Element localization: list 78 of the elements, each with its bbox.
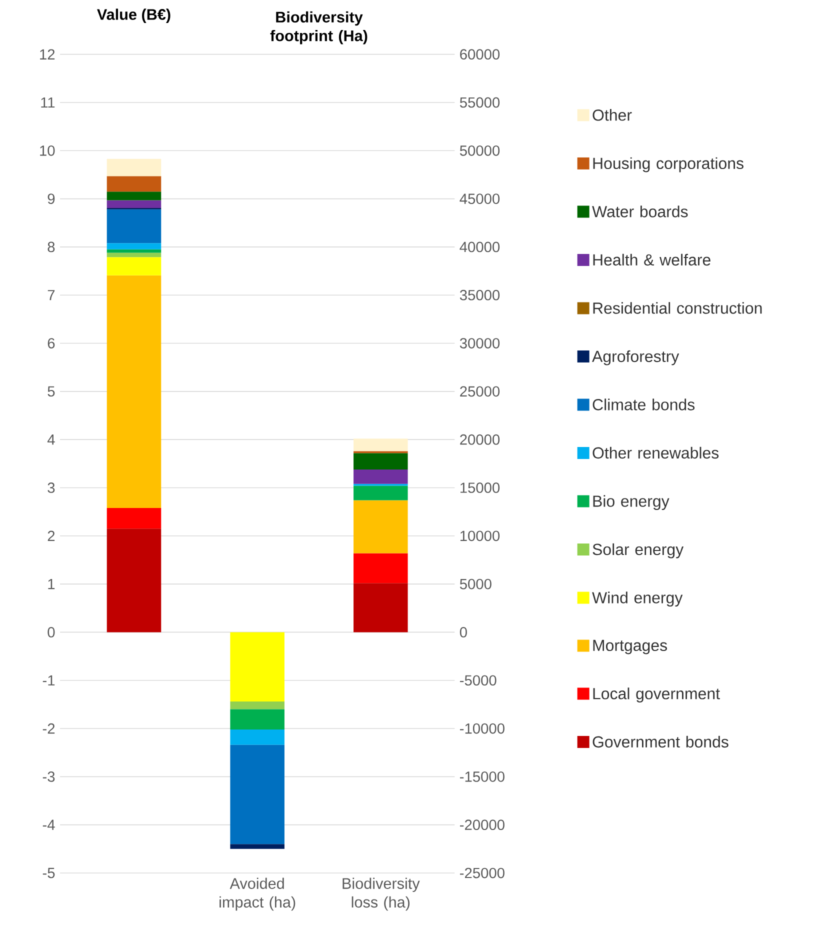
y2-tick-label: -25000 bbox=[460, 868, 504, 878]
legend-label: Housing corporations bbox=[593, 157, 744, 172]
legend-label: Water boards bbox=[592, 206, 688, 218]
y-tick-label: 6 bbox=[48, 338, 55, 348]
bar bbox=[354, 438, 408, 452]
legend-label: Agroforestry bbox=[592, 350, 680, 366]
y2-tick-label: -5000 bbox=[460, 675, 496, 686]
bar bbox=[106, 200, 162, 208]
y2-tick-label: 30000 bbox=[460, 338, 500, 348]
y-tick-label: 5 bbox=[48, 386, 55, 397]
bar bbox=[230, 844, 284, 849]
legend-label: Health & welfare bbox=[593, 254, 710, 266]
legend-label: Other bbox=[592, 109, 632, 121]
bar bbox=[106, 257, 162, 276]
bar bbox=[230, 709, 284, 730]
legend-label: Other renewables bbox=[592, 446, 719, 459]
bar bbox=[230, 632, 284, 702]
y2-tick-label: -15000 bbox=[460, 772, 504, 782]
y2-tick-label: 10000 bbox=[460, 530, 500, 542]
bar bbox=[106, 209, 162, 244]
y-tick-label: 0 bbox=[48, 627, 55, 638]
bar bbox=[354, 453, 408, 470]
y2-tick-label: 5000 bbox=[460, 578, 492, 590]
y2-tick-label: -10000 bbox=[460, 723, 504, 734]
legend-label: Bio energy bbox=[593, 495, 670, 510]
y2-tick-label: -20000 bbox=[460, 820, 504, 830]
bar bbox=[354, 469, 408, 484]
legend-label: Mortgages bbox=[593, 640, 667, 654]
legend-label: Local government bbox=[593, 688, 720, 702]
bar bbox=[106, 158, 162, 176]
bar bbox=[230, 702, 284, 710]
y2-axis-title: Biodiversity footprint (Ha) bbox=[270, 11, 368, 44]
y2-tick-label: 40000 bbox=[460, 242, 500, 252]
y-tick-label: 8 bbox=[48, 242, 55, 252]
y-tick-label: -2 bbox=[42, 723, 55, 734]
bar bbox=[354, 486, 408, 500]
y2-tick-label: 15000 bbox=[460, 482, 500, 493]
y-tick-label: 1 bbox=[48, 579, 55, 590]
bar bbox=[106, 508, 162, 529]
y2-tick-label: 50000 bbox=[460, 145, 500, 156]
bar bbox=[354, 500, 408, 554]
bar bbox=[354, 583, 408, 632]
y-tick-label: -4 bbox=[42, 820, 55, 830]
y2-tick-label: 55000 bbox=[460, 97, 500, 108]
y2-tick-label: 35000 bbox=[460, 290, 500, 300]
legend-label: Residential construction bbox=[593, 302, 762, 314]
y-tick-label: 10 bbox=[40, 145, 55, 156]
y2-tick-label: 60000 bbox=[460, 49, 500, 60]
y-tick-label: 7 bbox=[48, 290, 55, 300]
y2-tick-label: 0 bbox=[460, 627, 467, 638]
legend-label: Government bonds bbox=[592, 736, 728, 748]
y-tick-label: 11 bbox=[41, 97, 55, 108]
y-tick-label: 12 bbox=[40, 49, 55, 60]
y-axis-title: Value (B€) bbox=[97, 8, 170, 23]
bar bbox=[106, 528, 162, 632]
y-tick-label: 3 bbox=[48, 482, 55, 493]
legend-label: Wind energy bbox=[592, 592, 683, 607]
bar bbox=[354, 553, 408, 584]
legend-label: Climate bonds bbox=[592, 398, 695, 410]
bar bbox=[106, 192, 162, 200]
y2-tick-label: 25000 bbox=[460, 386, 500, 397]
y-tick-label: 4 bbox=[47, 434, 55, 445]
bar bbox=[230, 744, 284, 844]
y-tick-label: -1 bbox=[42, 675, 55, 686]
x-tick-label: Avoided impact (ha) bbox=[220, 878, 296, 911]
bar bbox=[106, 275, 162, 508]
y2-tick-label: 20000 bbox=[460, 434, 500, 445]
bar bbox=[106, 252, 162, 258]
y-tick-label: 9 bbox=[48, 194, 55, 204]
y-tick-label: 2 bbox=[48, 530, 55, 542]
y-tick-label: -5 bbox=[42, 868, 55, 878]
bar bbox=[106, 243, 162, 250]
x-tick-label: Biodiversity loss (ha) bbox=[342, 878, 420, 911]
legend-label: Solar energy bbox=[592, 543, 684, 558]
y2-tick-label: 45000 bbox=[460, 194, 500, 204]
bar bbox=[106, 176, 162, 192]
y-tick-label: -3 bbox=[42, 772, 55, 782]
bar bbox=[230, 729, 284, 745]
